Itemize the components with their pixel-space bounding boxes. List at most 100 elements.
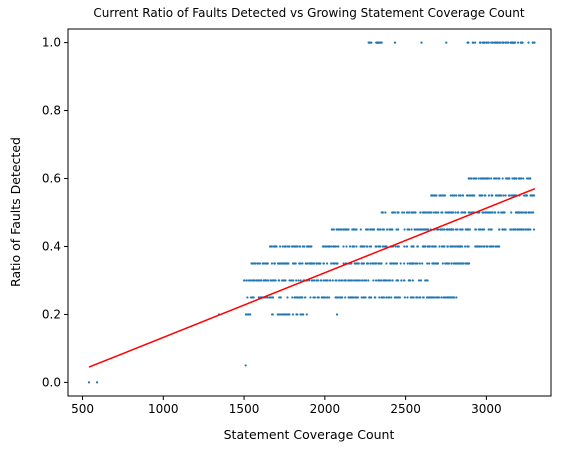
data-point	[295, 279, 298, 282]
data-point	[288, 279, 291, 282]
data-point	[480, 245, 483, 248]
data-point	[527, 177, 530, 180]
data-point	[519, 228, 522, 231]
data-point	[450, 262, 453, 265]
data-point	[337, 279, 341, 282]
data-point	[489, 228, 492, 231]
data-point	[367, 41, 370, 44]
data-point	[365, 245, 368, 248]
data-point	[418, 296, 421, 299]
data-point	[405, 245, 409, 248]
data-point	[291, 313, 294, 316]
data-point	[277, 279, 280, 282]
data-point	[277, 313, 280, 316]
data-point	[432, 245, 436, 248]
data-point	[447, 211, 450, 214]
data-point	[428, 211, 431, 214]
data-point	[446, 228, 449, 231]
data-point	[361, 245, 364, 248]
data-point	[412, 262, 415, 265]
data-point	[469, 194, 472, 197]
data-point	[525, 211, 528, 214]
data-point	[479, 177, 482, 180]
data-point	[359, 228, 362, 231]
data-point	[397, 228, 400, 231]
data-point	[353, 296, 357, 299]
data-point	[256, 262, 259, 265]
data-point	[463, 245, 467, 248]
data-point	[332, 262, 335, 265]
data-point	[497, 211, 500, 214]
data-point	[286, 296, 289, 299]
data-point	[518, 228, 521, 231]
data-point	[294, 296, 297, 299]
data-point	[397, 245, 400, 248]
data-point	[438, 245, 441, 248]
data-point	[470, 177, 473, 180]
data-point	[466, 228, 469, 231]
data-point	[348, 245, 352, 248]
data-point	[440, 228, 444, 231]
data-point	[275, 245, 278, 248]
data-point	[330, 262, 333, 265]
data-point	[444, 211, 447, 214]
data-point	[318, 262, 322, 265]
data-point	[259, 279, 263, 282]
data-point	[351, 296, 355, 299]
data-point	[325, 262, 329, 265]
data-point	[295, 313, 298, 316]
data-point	[299, 279, 302, 282]
data-point	[395, 228, 398, 231]
data-point	[511, 194, 514, 197]
data-point	[410, 228, 413, 231]
data-point	[456, 262, 459, 265]
y-tick-label: 0.4	[42, 239, 61, 253]
data-point	[487, 194, 491, 197]
data-point	[496, 245, 500, 248]
data-point	[263, 279, 267, 282]
data-point	[527, 228, 530, 231]
data-point	[422, 296, 425, 299]
data-point	[380, 211, 383, 214]
data-point	[417, 279, 420, 282]
data-point	[326, 296, 329, 299]
data-point	[460, 262, 463, 265]
data-point	[443, 228, 446, 231]
data-point	[305, 262, 308, 265]
data-point	[328, 245, 331, 248]
data-point	[315, 262, 318, 265]
data-point	[253, 279, 256, 282]
data-point	[504, 41, 507, 44]
data-point	[395, 262, 398, 265]
data-point	[471, 194, 474, 197]
data-point	[494, 177, 497, 180]
data-point	[249, 313, 252, 316]
data-point	[373, 296, 376, 299]
data-point	[353, 262, 356, 265]
data-point	[412, 211, 415, 214]
data-point	[490, 41, 493, 44]
data-point	[246, 296, 249, 299]
data-point	[450, 228, 453, 231]
data-point	[372, 279, 375, 282]
data-point	[491, 194, 494, 197]
data-point	[380, 41, 383, 44]
data-point	[446, 211, 449, 214]
data-point	[369, 296, 373, 299]
data-point	[377, 279, 380, 282]
data-point	[452, 262, 456, 265]
data-point	[517, 177, 521, 180]
data-point	[501, 41, 504, 44]
data-point	[258, 262, 261, 265]
data-point	[360, 296, 363, 299]
data-point	[254, 262, 257, 265]
data-point	[335, 279, 338, 282]
data-point	[467, 211, 470, 214]
data-point	[493, 41, 496, 44]
data-point	[313, 279, 316, 282]
data-point	[515, 177, 518, 180]
data-point	[480, 194, 483, 197]
data-point	[243, 279, 246, 282]
data-point	[393, 41, 397, 44]
data-point	[345, 245, 348, 248]
